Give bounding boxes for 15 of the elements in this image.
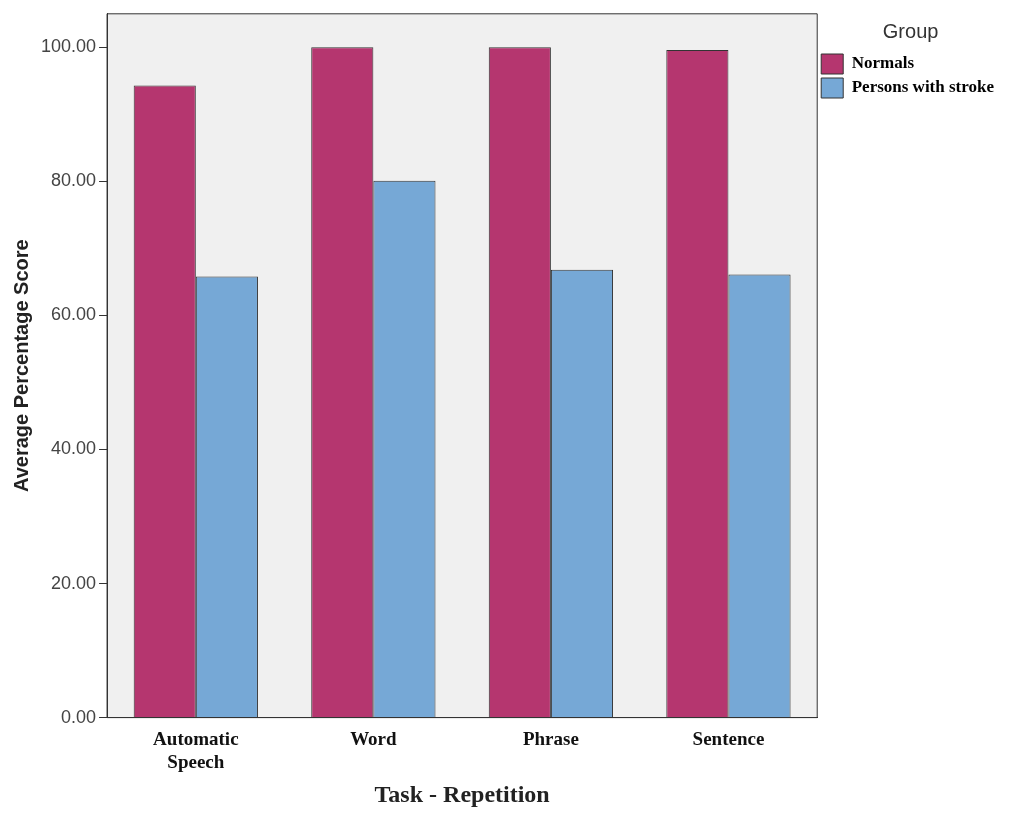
legend-label: Persons with stroke bbox=[851, 77, 995, 97]
y-tick-label: 80.00 bbox=[51, 170, 97, 191]
legend-label: Normals bbox=[851, 53, 915, 73]
y-tick-label: 20.00 bbox=[51, 572, 97, 593]
y-axis-title: Average Percentage Score bbox=[9, 239, 32, 493]
x-tick-label: Sentence bbox=[692, 727, 765, 749]
y-tick-label: 100.00 bbox=[40, 36, 97, 57]
x-tick-label: Word bbox=[350, 727, 398, 749]
x-axis-title: Task - Repetition bbox=[374, 780, 550, 807]
y-tick-label: 40.00 bbox=[51, 438, 97, 459]
legend-title: Group bbox=[882, 19, 939, 42]
x-tick-label: Automatic Speech bbox=[153, 727, 239, 772]
x-tick-label: Phrase bbox=[522, 727, 579, 749]
y-tick-label: 60.00 bbox=[51, 304, 97, 325]
y-tick-label: 0.00 bbox=[61, 706, 97, 727]
